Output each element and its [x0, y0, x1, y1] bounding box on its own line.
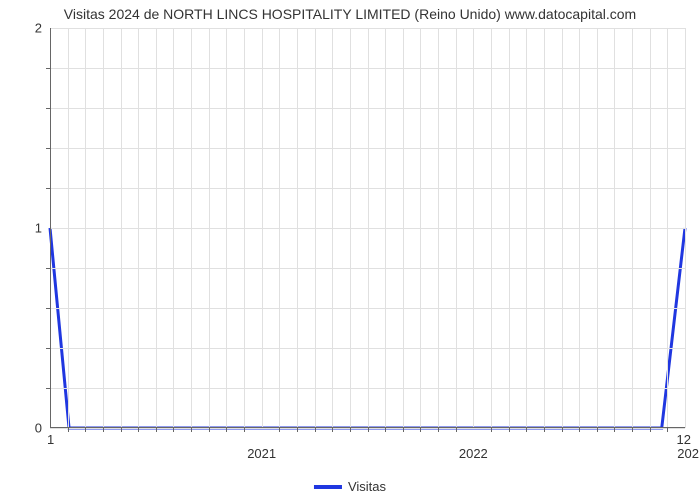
- x-minor-tick: [226, 428, 227, 432]
- grid-line-vertical: [138, 28, 139, 428]
- x-minor-tick: [350, 428, 351, 432]
- x-minor-tick: [614, 428, 615, 432]
- x-minor-tick: [297, 428, 298, 432]
- grid-line-vertical: [209, 28, 210, 428]
- grid-line-vertical: [544, 28, 545, 428]
- x-minor-tick: [544, 428, 545, 432]
- y-tick-label: 1: [35, 221, 50, 236]
- grid-line-vertical: [614, 28, 615, 428]
- x-minor-tick: [244, 428, 245, 432]
- grid-line-vertical: [509, 28, 510, 428]
- grid-line-vertical: [685, 28, 686, 428]
- legend-swatch: [314, 485, 342, 489]
- x-minor-tick: [509, 428, 510, 432]
- y-minor-tick: [46, 308, 50, 309]
- x-minor-tick: [68, 428, 69, 432]
- grid-line-vertical: [244, 28, 245, 428]
- grid-line-vertical: [403, 28, 404, 428]
- grid-line-vertical: [297, 28, 298, 428]
- x-minor-tick: [438, 428, 439, 432]
- y-minor-tick: [46, 268, 50, 269]
- x-minor-tick: [385, 428, 386, 432]
- x-minor-tick: [491, 428, 492, 432]
- grid-line-vertical: [438, 28, 439, 428]
- chart-title: Visitas 2024 de NORTH LINCS HOSPITALITY …: [0, 0, 700, 22]
- x-edge-right-label-bottom: 202: [677, 428, 699, 461]
- grid-line-vertical: [368, 28, 369, 428]
- y-minor-tick: [46, 348, 50, 349]
- grid-line-vertical: [103, 28, 104, 428]
- x-minor-tick: [456, 428, 457, 432]
- grid-line-vertical: [121, 28, 122, 428]
- x-minor-tick: [597, 428, 598, 432]
- grid-line-vertical: [473, 28, 474, 428]
- grid-line-vertical: [420, 28, 421, 428]
- x-tick-label: 2021: [247, 428, 276, 461]
- grid-line-vertical: [579, 28, 580, 428]
- grid-line-vertical: [332, 28, 333, 428]
- x-minor-tick: [403, 428, 404, 432]
- y-minor-tick: [46, 188, 50, 189]
- x-minor-tick: [368, 428, 369, 432]
- x-minor-tick: [121, 428, 122, 432]
- grid-line-vertical: [456, 28, 457, 428]
- x-minor-tick: [191, 428, 192, 432]
- x-minor-tick: [279, 428, 280, 432]
- y-minor-tick: [46, 68, 50, 69]
- x-minor-tick: [562, 428, 563, 432]
- grid-line-vertical: [68, 28, 69, 428]
- x-minor-tick: [632, 428, 633, 432]
- chart-container: Visitas 2024 de NORTH LINCS HOSPITALITY …: [0, 0, 700, 500]
- grid-line-vertical: [262, 28, 263, 428]
- y-minor-tick: [46, 388, 50, 389]
- x-minor-tick: [650, 428, 651, 432]
- x-minor-tick: [579, 428, 580, 432]
- grid-line-vertical: [597, 28, 598, 428]
- grid-line-vertical: [279, 28, 280, 428]
- x-minor-tick: [315, 428, 316, 432]
- grid-line-vertical: [385, 28, 386, 428]
- y-axis-line: [50, 28, 51, 428]
- x-minor-tick: [209, 428, 210, 432]
- grid-line-vertical: [667, 28, 668, 428]
- grid-line-vertical: [173, 28, 174, 428]
- grid-line-vertical: [315, 28, 316, 428]
- grid-line-vertical: [562, 28, 563, 428]
- x-minor-tick: [173, 428, 174, 432]
- x-minor-tick: [156, 428, 157, 432]
- x-tick-label: 2022: [459, 428, 488, 461]
- x-minor-tick: [667, 428, 668, 432]
- grid-line-vertical: [650, 28, 651, 428]
- x-minor-tick: [420, 428, 421, 432]
- x-minor-tick: [85, 428, 86, 432]
- y-tick-label: 2: [35, 21, 50, 36]
- legend: Visitas: [314, 479, 386, 494]
- x-minor-tick: [332, 428, 333, 432]
- plot-area: 01220212022112202: [50, 28, 685, 428]
- x-minor-tick: [526, 428, 527, 432]
- legend-label: Visitas: [348, 479, 386, 494]
- y-minor-tick: [46, 108, 50, 109]
- grid-line-vertical: [191, 28, 192, 428]
- grid-line-vertical: [632, 28, 633, 428]
- grid-line-vertical: [85, 28, 86, 428]
- x-edge-left-label: 1: [47, 428, 54, 447]
- x-minor-tick: [138, 428, 139, 432]
- grid-line-vertical: [491, 28, 492, 428]
- grid-line-vertical: [156, 28, 157, 428]
- grid-line-vertical: [526, 28, 527, 428]
- x-minor-tick: [103, 428, 104, 432]
- grid-line-vertical: [350, 28, 351, 428]
- grid-line-vertical: [226, 28, 227, 428]
- y-minor-tick: [46, 148, 50, 149]
